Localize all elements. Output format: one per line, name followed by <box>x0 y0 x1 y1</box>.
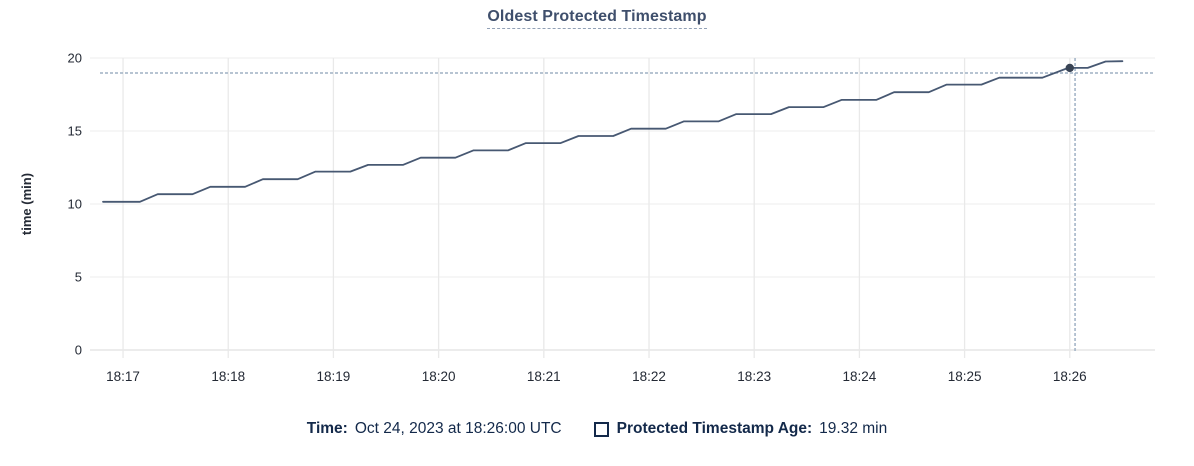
legend-time-group: Time: Oct 24, 2023 at 18:26:00 UTC <box>307 420 562 438</box>
x-tick-label: 18:17 <box>106 369 140 384</box>
x-tick-label: 18:25 <box>948 369 982 384</box>
line-chart-svg[interactable]: 0 5 10 15 20 18:17 18:18 18:19 18:20 18:21 18:22 18… <box>0 0 1194 412</box>
legend-series-value: 19.32 min <box>819 420 888 437</box>
x-tick-label: 18:22 <box>632 369 666 384</box>
legend-time-value: Oct 24, 2023 at 18:26:00 UTC <box>354 420 562 437</box>
hover-marker-dot <box>1065 63 1074 73</box>
y-axis-title: time (min) <box>19 173 34 235</box>
series-line-protected-timestamp-age <box>102 60 1124 203</box>
x-tick-label: 18:18 <box>211 369 245 384</box>
x-tick-label: 18:21 <box>527 369 561 384</box>
x-tick-label: 18:24 <box>843 369 877 384</box>
y-tick-label: 0 <box>75 343 82 358</box>
chart-title-row: Oldest Protected Timestamp <box>0 8 1194 29</box>
legend: Time: Oct 24, 2023 at 18:26:00 UTC Protec… <box>0 420 1194 438</box>
y-tick-label: 15 <box>68 124 82 139</box>
series-checkbox[interactable] <box>593 421 609 437</box>
chart-title[interactable]: Oldest Protected Timestamp <box>487 8 707 29</box>
y-tick-label: 5 <box>75 270 82 285</box>
legend-series-group[interactable]: Protected Timestamp Age: 19.32 min <box>593 420 888 438</box>
legend-time-label: Time: <box>306 420 348 437</box>
x-tick-label: 18:19 <box>317 369 351 384</box>
x-tick-label: 18:20 <box>422 369 456 384</box>
x-tick-label: 18:26 <box>1053 369 1087 384</box>
y-tick-label: 10 <box>68 197 82 212</box>
y-tick-label: 20 <box>68 51 82 66</box>
x-tick-label: 18:23 <box>737 369 771 384</box>
legend-series-label: Protected Timestamp Age: <box>616 420 813 437</box>
